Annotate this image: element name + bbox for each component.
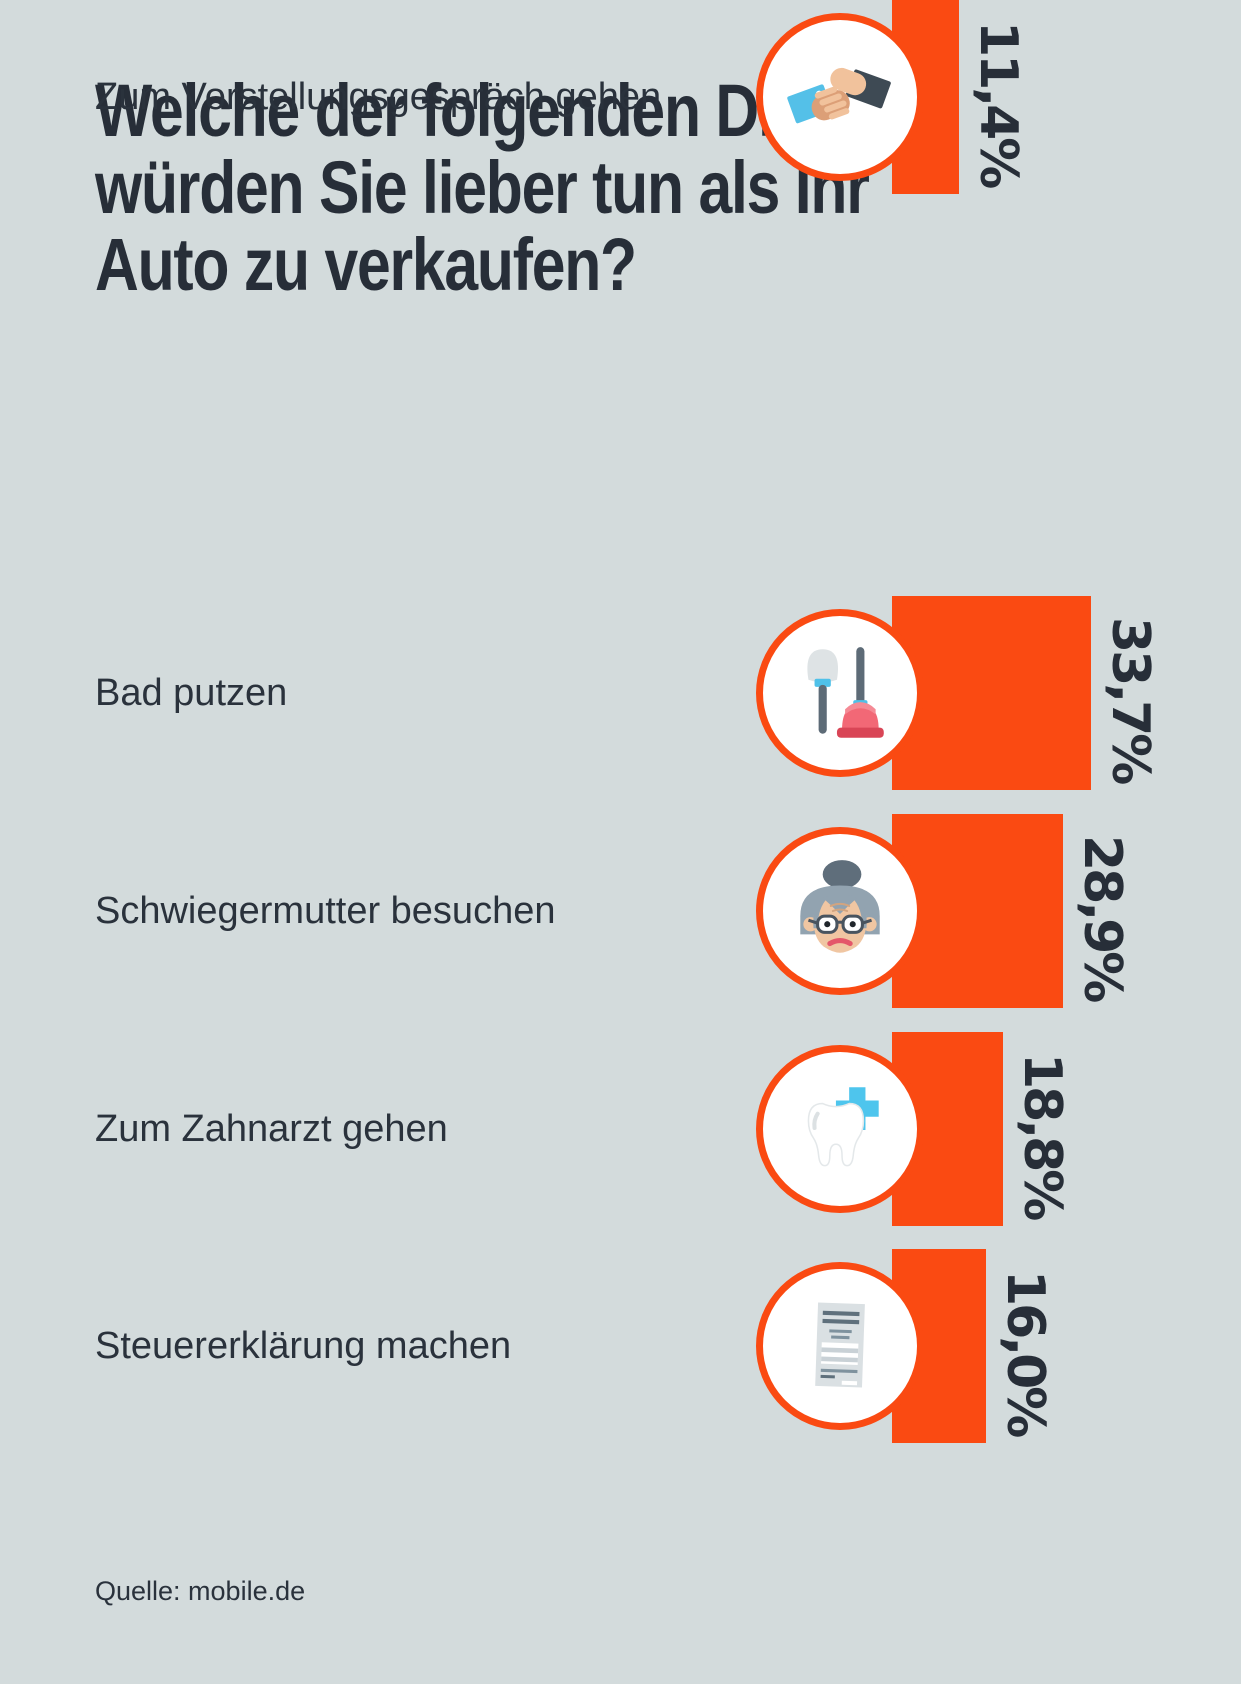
chart-row-schwiegermutter: Schwiegermutter besuchen — [0, 814, 1241, 1008]
icon-circle — [756, 13, 924, 181]
chart-row-bad-putzen: Bad putzen 33,7% — [0, 596, 1241, 790]
chart-row-zahnarzt: Zum Zahnarzt gehen 18,8% — [0, 1032, 1241, 1226]
tax-form-icon — [815, 1302, 865, 1388]
bar-value: 16,0% — [995, 1270, 1055, 1436]
handshake-icon — [787, 67, 891, 124]
icon-circle — [756, 1045, 924, 1213]
bar-value: 28,9% — [1072, 835, 1132, 1001]
title-line-2: würden Sie lieber tun als Ihr — [95, 146, 870, 229]
bar-value: 33,7% — [1100, 617, 1160, 783]
icon-circle — [756, 827, 924, 995]
category-label: Zum Zahnarzt gehen — [95, 1108, 448, 1150]
title-line-1: Welche der folgenden Dinge — [95, 69, 879, 152]
bar-value: 18,8% — [1012, 1053, 1072, 1219]
category-label: Schwiegermutter besuchen — [95, 890, 556, 932]
icon-circle — [756, 1262, 924, 1430]
source-credit: Quelle: mobile.de — [95, 1576, 306, 1606]
bar-value: 11,4% — [968, 21, 1028, 187]
category-label: Bad putzen — [95, 672, 288, 714]
category-label: Steuererklärung machen — [95, 1325, 512, 1367]
title-line-3: Auto zu verkaufen? — [95, 223, 637, 306]
toilet-brush-plunger-icon — [807, 647, 884, 738]
icon-circle — [756, 609, 924, 777]
bar — [892, 596, 1091, 790]
mother-in-law-icon — [800, 860, 880, 953]
category-label: Zum Vorstellungsgespräch gehen — [95, 76, 662, 118]
tooth-dentist-icon — [807, 1087, 879, 1167]
chart-row-steuererklaerung: Steuererklärung machen 16,0% — [0, 1249, 1241, 1443]
chart-row-vorstellungsgespraech: Zum Vorstellungsgespräch gehen — [0, 0, 1241, 194]
page-title: Welche der folgenden Dinge würden Sie li… — [95, 69, 879, 306]
